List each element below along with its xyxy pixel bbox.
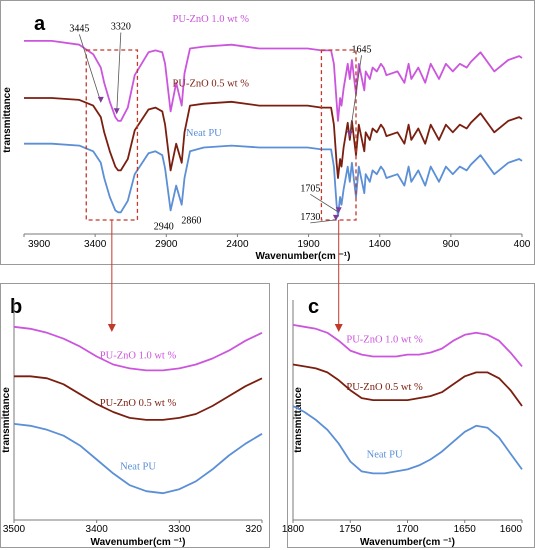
x-tick-label: 3900	[28, 239, 51, 250]
panel-letter-b: b	[10, 296, 22, 318]
peak-annotation-3320: 3320	[111, 21, 131, 32]
peak-annotation-3445: 3445	[69, 23, 89, 34]
y-axis-title: transmittance	[293, 387, 304, 453]
peak-annotation-1730: 1730	[300, 212, 320, 223]
annotation-pointer	[310, 219, 336, 224]
peak-annotation-1645: 1645	[352, 44, 372, 55]
x-tick-label: 3300	[168, 524, 191, 535]
x-tick-label: 1750	[339, 524, 362, 535]
panel-frame	[0, 283, 270, 548]
x-tick-label: 1800	[282, 524, 305, 535]
panel-frame	[287, 283, 535, 548]
y-axis-title: transmittance	[2, 87, 13, 153]
annotation-arrowhead	[113, 108, 120, 115]
series-label-3: Neat PU	[186, 128, 222, 139]
x-tick-label: 3500	[3, 524, 26, 535]
series-label-2: PU-ZnO 0.5 wt %	[173, 79, 250, 90]
x-axis-title: Wavenumber(cm ⁻¹)	[91, 537, 186, 548]
series-line-2	[292, 363, 523, 407]
series-line-1	[292, 324, 523, 367]
connector-arrowhead-2	[334, 324, 343, 332]
series-line-2	[24, 97, 523, 179]
x-tick-label: 900	[443, 239, 460, 250]
series-line-3	[24, 142, 523, 217]
annotation-pointer	[310, 193, 339, 213]
series-line-3	[292, 405, 523, 475]
series-line-2	[14, 375, 263, 421]
series-label-1: PU-ZnO 1.0 wt %	[173, 14, 250, 25]
panel-a: a 3900 3400 2900 2400 1900 1400 900 400 Wavenumbe…	[0, 0, 535, 265]
x-tick-label: 1400	[369, 239, 392, 250]
series-label-1: PU-ZnO 1.0 wt %	[346, 335, 423, 346]
y-axis-title: transmittance	[1, 387, 12, 453]
series-line-3	[13, 423, 263, 495]
panel-b: b 3500 3400 3300 320 Wavenumber(cm ⁻¹) transmi…	[0, 283, 270, 548]
x-tick-label: 1700	[396, 524, 419, 535]
peak-annotation-1705: 1705	[300, 183, 320, 194]
peak-annotation-2940: 2940	[154, 221, 174, 232]
x-tick-label: 3400	[84, 239, 107, 250]
panel-frame	[0, 0, 535, 265]
x-tick-label: 400	[514, 239, 531, 250]
series-label-2: PU-ZnO 0.5 wt %	[100, 398, 177, 409]
panel-letter-c: c	[308, 296, 319, 318]
highlight-box-2	[320, 49, 357, 221]
series-label-3: Neat PU	[120, 461, 156, 472]
annotation-pointer	[349, 55, 362, 137]
panel-letter-a: a	[34, 13, 46, 35]
annotation-arrowhead	[332, 214, 339, 221]
series-line-1	[24, 40, 523, 122]
x-tick-label: 2900	[155, 239, 178, 250]
peak-annotation-2860: 2860	[181, 216, 201, 227]
x-tick-label: 2400	[226, 239, 249, 250]
x-tick-label: 1600	[500, 524, 523, 535]
annotation-arrowhead	[346, 131, 353, 138]
panel-c: c 1800 1750 1700 1650 1600 Wavenumber(cm ⁻¹) tr…	[282, 283, 535, 548]
connector-arrowhead-1	[107, 324, 116, 332]
x-axis-title: Wavenumber(cm ⁻¹)	[360, 537, 455, 548]
x-tick-label: 1650	[454, 524, 477, 535]
zoom-connectors	[107, 220, 343, 332]
x-axis-title: Wavenumber(cm ⁻¹)	[256, 251, 351, 262]
series-label-1: PU-ZnO 1.0 wt %	[100, 351, 177, 362]
x-tick-label: 320	[245, 524, 262, 535]
x-tick-label: 3400	[86, 524, 109, 535]
annotation-pointer	[116, 32, 122, 114]
series-line-1	[13, 325, 263, 372]
x-tick-label: 1900	[297, 239, 320, 250]
annotation-arrowhead	[335, 207, 342, 214]
series-label-3: Neat PU	[367, 450, 403, 461]
series-label-2: PU-ZnO 0.5 wt %	[346, 382, 423, 393]
annotation-arrowhead	[97, 96, 104, 103]
annotation-pointer	[78, 34, 102, 102]
